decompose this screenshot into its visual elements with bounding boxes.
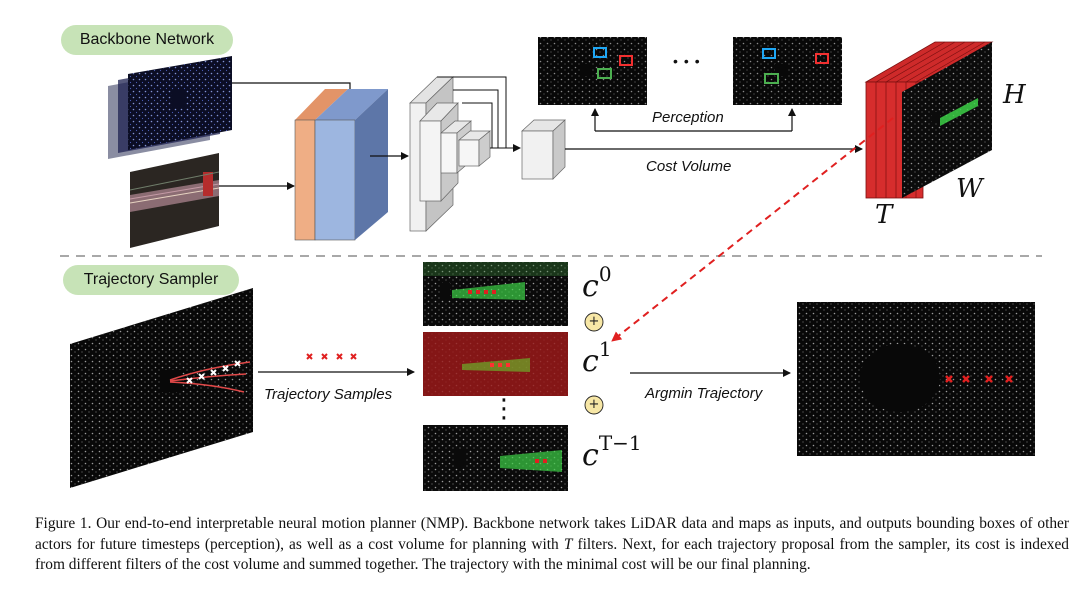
dim-h-label: H bbox=[1003, 80, 1026, 110]
cost-map-label-cT: cT−1 bbox=[582, 431, 642, 473]
plus-sign-1: + bbox=[588, 314, 600, 329]
cost-volume-label: Cost Volume bbox=[646, 158, 732, 175]
backbone-block-blue bbox=[314, 89, 388, 241]
map-input bbox=[129, 153, 220, 248]
lidar-input-stack bbox=[108, 56, 232, 159]
perception-frame-last bbox=[733, 37, 842, 105]
final-trajectory-output bbox=[797, 302, 1035, 456]
backbone-network-label: Backbone Network bbox=[61, 25, 233, 55]
perception-frame-first bbox=[538, 37, 647, 105]
dim-t-label: T bbox=[875, 200, 893, 230]
trajectory-sampler-label: Trajectory Sampler bbox=[63, 265, 239, 295]
caption-figure-label: Figure 1. bbox=[35, 515, 92, 532]
perception-label: Perception bbox=[652, 109, 724, 126]
header-layers bbox=[409, 76, 566, 232]
layer-connectors bbox=[437, 76, 521, 152]
cost-map-last bbox=[423, 425, 568, 491]
caption-text-a: Our end-to-end interpretable neural moti… bbox=[35, 515, 1069, 553]
argmin-trajectory-label: Argmin Trajectory bbox=[645, 385, 763, 402]
dim-w-label: W bbox=[956, 174, 983, 204]
sum-plus-1 bbox=[584, 312, 604, 332]
backbone-block-orange bbox=[294, 89, 348, 241]
perception-ellipsis: ••• bbox=[673, 53, 706, 69]
cost-map-c1 bbox=[423, 332, 568, 396]
figure-caption: Figure 1. Our end-to-end interpretable n… bbox=[35, 514, 1069, 576]
sampler-input-lidar bbox=[70, 288, 253, 488]
trajectory-samples-label: Trajectory Samples bbox=[264, 386, 393, 403]
cost-map-label-c0: c0 bbox=[582, 262, 612, 304]
caption-math-t: T bbox=[563, 535, 573, 553]
cost-volume bbox=[864, 41, 994, 199]
cost-map-c0 bbox=[423, 262, 568, 326]
plus-sign-2: + bbox=[588, 397, 600, 412]
cost-maps-ellipsis: ⋮ bbox=[491, 394, 517, 424]
caption-text-b: filters. Next, for each trajectory propo… bbox=[35, 535, 1070, 574]
cost-map-label-c1: c1 bbox=[582, 337, 612, 379]
sum-plus-2 bbox=[584, 395, 604, 415]
trajectory-sample-markers bbox=[306, 353, 357, 360]
